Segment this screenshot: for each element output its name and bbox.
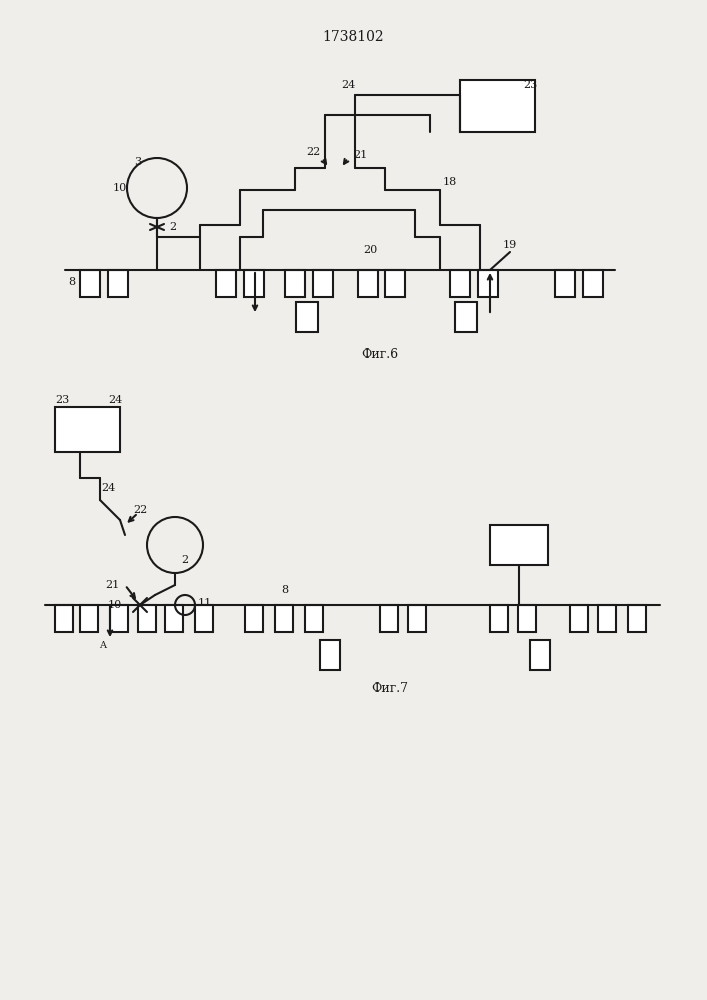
Bar [216,270,236,297]
Text: 23: 23 [55,395,69,405]
Bar [583,270,603,297]
Bar [460,80,535,132]
Bar [195,605,213,632]
Text: 11: 11 [198,598,212,608]
Bar [285,270,305,297]
Text: 8: 8 [281,585,288,595]
Text: 24: 24 [101,483,115,493]
Bar [245,605,263,632]
Bar [628,605,646,632]
Text: 10: 10 [108,600,122,610]
Bar [320,640,340,670]
Text: 21: 21 [105,580,119,590]
Text: 23: 23 [523,80,537,90]
Bar [275,605,293,632]
Bar [385,270,405,297]
Text: 24: 24 [108,395,122,405]
Text: 22: 22 [133,505,147,515]
Text: 19: 19 [503,240,517,250]
Bar [478,270,498,297]
Text: 21: 21 [353,150,367,160]
Bar [313,270,333,297]
Bar [570,605,588,632]
Bar [80,270,100,297]
Bar [165,605,183,632]
Bar [450,270,470,297]
Bar [138,605,156,632]
Text: 8: 8 [69,277,76,287]
Text: A: A [100,641,107,650]
Bar [358,270,378,297]
Text: 10: 10 [113,183,127,193]
Text: Фиг.6: Фиг.6 [361,349,399,361]
Bar [455,302,477,332]
Bar [530,640,550,670]
Text: 1738102: 1738102 [322,30,384,44]
Bar [305,605,323,632]
Text: 2: 2 [170,222,177,232]
Bar [244,270,264,297]
Bar [408,605,426,632]
Bar [490,605,508,632]
Bar [598,605,616,632]
Bar [555,270,575,297]
Bar [518,605,536,632]
Bar [110,605,128,632]
Bar [296,302,318,332]
Text: 18: 18 [443,177,457,187]
Bar [380,605,398,632]
Bar [108,270,128,297]
Bar [80,605,98,632]
Bar [55,407,120,452]
Text: 20: 20 [363,245,377,255]
Text: 22: 22 [306,147,320,157]
Bar [490,525,548,565]
Bar [55,605,73,632]
Text: 3: 3 [134,157,141,167]
Text: Фиг.7: Фиг.7 [371,682,409,694]
Text: 2: 2 [182,555,189,565]
Text: 24: 24 [341,80,355,90]
